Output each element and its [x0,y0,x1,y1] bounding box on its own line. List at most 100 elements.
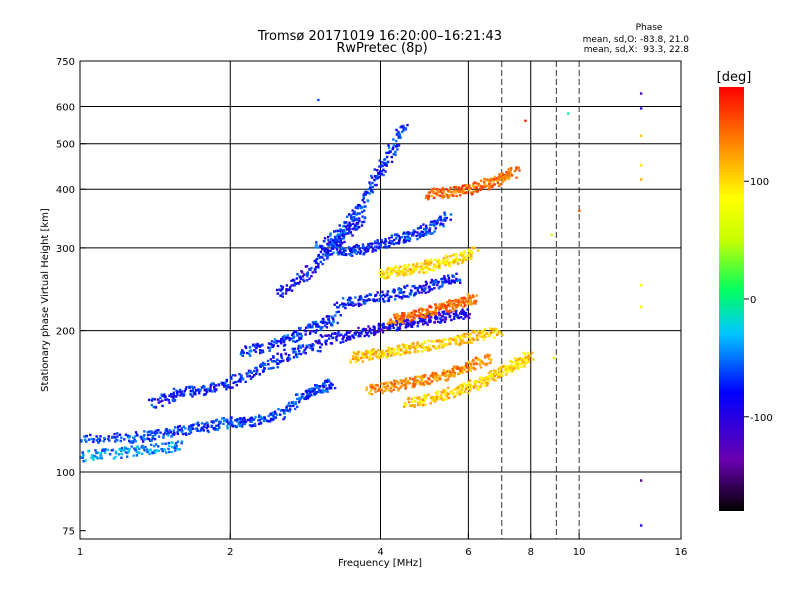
echo-point [107,437,110,441]
echo-point [418,286,421,289]
echo-point [364,302,367,305]
echo-point [484,335,487,339]
echo-point [368,192,371,195]
echo-point [398,237,402,241]
echo-point [464,386,468,389]
echo-point [413,405,416,409]
echo-point [390,354,393,357]
echo-point [322,258,326,261]
echo-point [423,380,427,383]
echo-point [514,361,517,364]
echo-point [439,215,442,218]
echo-point [349,359,352,362]
echo-point [291,347,294,351]
echo-point [261,349,264,352]
echo-point [388,347,391,350]
echo-point [436,219,440,222]
echo-point [327,249,330,253]
echo-point [315,324,318,327]
echo-point [513,169,517,173]
echo-point [493,183,496,186]
echo-point [175,389,178,392]
echo-point [329,384,333,387]
echo-point [400,315,404,318]
echo-point [400,318,403,321]
echo-point [388,322,391,326]
echo-point [146,433,150,437]
echo-point [331,336,335,339]
echo-point [415,234,418,238]
echo-point [339,314,342,317]
echo-point [418,396,421,399]
echo-point [388,267,392,270]
echo-point [314,270,317,274]
echo-point [438,304,441,307]
echo-point [387,144,390,147]
echo-point [311,348,314,352]
echo-point [253,374,256,377]
echo-point [427,319,431,323]
echo-point [374,293,378,297]
echo-point [344,232,348,236]
echo-point [147,437,150,441]
echo-point [116,439,119,442]
echo-point [412,322,415,326]
echo-point [445,309,449,312]
echo-point [412,309,416,312]
echo-point [87,449,90,453]
echo-point [485,363,488,367]
echo-point [118,433,122,436]
echo-point [489,177,493,181]
echo-point [370,331,373,335]
echo-point [344,306,347,310]
echo-point [441,196,444,200]
echo-point [463,341,467,344]
echo-point [428,305,431,308]
echo-point [418,284,422,288]
echo-point [517,166,520,169]
echo-point [405,346,408,350]
echo-point [433,230,436,233]
echo-point [447,392,450,396]
echo-point [487,188,491,191]
echo-point [445,394,449,398]
echo-point [447,375,451,379]
echo-point [434,309,437,312]
echo-point [473,380,477,384]
echo-point [462,310,466,313]
echo-point [386,293,389,296]
echo-point [383,241,386,245]
echo-point [275,341,278,345]
echo-point [422,284,425,288]
echo-point [479,186,482,190]
echo-point [497,330,501,333]
echo-point [245,372,248,375]
echo-point [434,258,437,261]
echo-point [153,444,156,448]
echo-point [264,418,268,422]
echo-point [172,395,175,398]
echo-point [391,147,394,151]
echo-point [338,224,341,227]
echo-point [338,229,342,233]
echo-point [336,251,339,254]
echo-point [267,414,270,418]
echo-point [365,299,369,302]
echo-point [453,375,456,378]
echo-point [455,309,458,313]
echo-point [347,223,350,226]
echo-point [405,235,409,238]
echo-point [335,338,338,342]
echo-point [479,385,482,388]
y-tick-label: 75 [62,527,75,538]
echo-point [466,341,469,344]
echo-point [314,259,318,262]
echo-point [261,344,264,347]
echo-point [425,310,429,313]
echo-point [500,182,503,186]
echo-point [353,212,356,216]
echo-point [319,260,322,264]
echo-point [187,426,191,429]
echo-point [193,386,196,389]
